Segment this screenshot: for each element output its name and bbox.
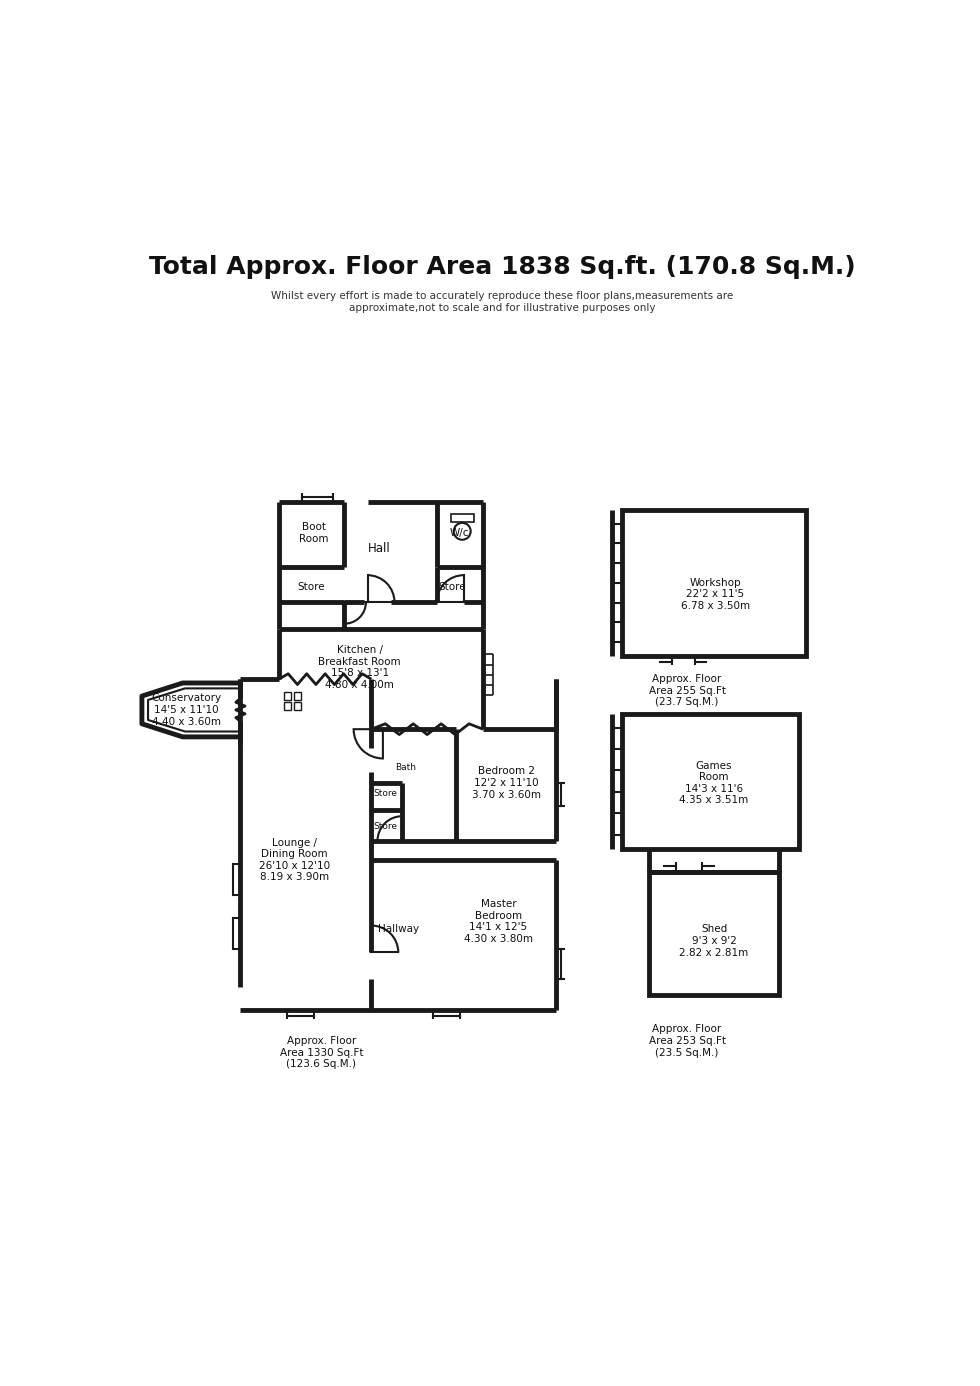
Text: Games
Room
14'3 x 11'6
4.35 x 3.51m: Games Room 14'3 x 11'6 4.35 x 3.51m <box>679 761 749 805</box>
Text: Store: Store <box>438 582 466 592</box>
Text: W/c: W/c <box>450 528 469 538</box>
Text: Shed
9'3 x 9'2
2.82 x 2.81m: Shed 9'3 x 9'2 2.82 x 2.81m <box>679 924 749 958</box>
Text: Master
Bedroom
14'1 x 12'5
4.30 x 3.80m: Master Bedroom 14'1 x 12'5 4.30 x 3.80m <box>464 900 533 944</box>
Text: Store: Store <box>373 789 397 797</box>
Text: Boot
Room: Boot Room <box>299 523 328 543</box>
Text: Conservatory
14'5 x 11'10
4.40 x 3.60m: Conservatory 14'5 x 11'10 4.40 x 3.60m <box>152 693 221 726</box>
Text: Whilst every effort is made to accurately reproduce these floor plans,measuremen: Whilst every effort is made to accuratel… <box>271 291 733 313</box>
Text: Bath: Bath <box>396 764 416 772</box>
Text: Kitchen /
Breakfast Room
15'8 x 13'1
4.80 x 4.00m: Kitchen / Breakfast Room 15'8 x 13'1 4.8… <box>318 646 401 690</box>
Bar <box>451 514 473 523</box>
Text: Approx. Floor
Area 253 Sq.Ft
(23.5 Sq.M.): Approx. Floor Area 253 Sq.Ft (23.5 Sq.M.… <box>649 1024 725 1058</box>
Text: Bedroom 2
12'2 x 11'10
3.70 x 3.60m: Bedroom 2 12'2 x 11'10 3.70 x 3.60m <box>471 766 541 800</box>
Bar <box>283 703 291 710</box>
Text: Store: Store <box>373 822 397 832</box>
Text: Total Approx. Floor Area 1838 Sq.ft. (170.8 Sq.M.): Total Approx. Floor Area 1838 Sq.ft. (17… <box>149 255 856 279</box>
Text: Approx. Floor
Area 255 Sq.Ft
(23.7 Sq.M.): Approx. Floor Area 255 Sq.Ft (23.7 Sq.M.… <box>649 674 725 707</box>
Text: Lounge /
Dining Room
26'10 x 12'10
8.19 x 3.90m: Lounge / Dining Room 26'10 x 12'10 8.19 … <box>259 837 330 883</box>
Text: Store: Store <box>298 582 325 592</box>
Bar <box>649 872 779 995</box>
Bar <box>621 714 799 848</box>
Text: Hallway: Hallway <box>377 924 418 934</box>
Text: Workshop
22'2 x 11'5
6.78 x 3.50m: Workshop 22'2 x 11'5 6.78 x 3.50m <box>681 578 750 611</box>
Text: Hall: Hall <box>368 542 390 554</box>
Bar <box>294 703 301 710</box>
Bar <box>283 692 291 700</box>
Bar <box>621 510 807 656</box>
Bar <box>294 692 301 700</box>
Text: Approx. Floor
Area 1330 Sq.Ft
(123.6 Sq.M.): Approx. Floor Area 1330 Sq.Ft (123.6 Sq.… <box>279 1035 363 1069</box>
